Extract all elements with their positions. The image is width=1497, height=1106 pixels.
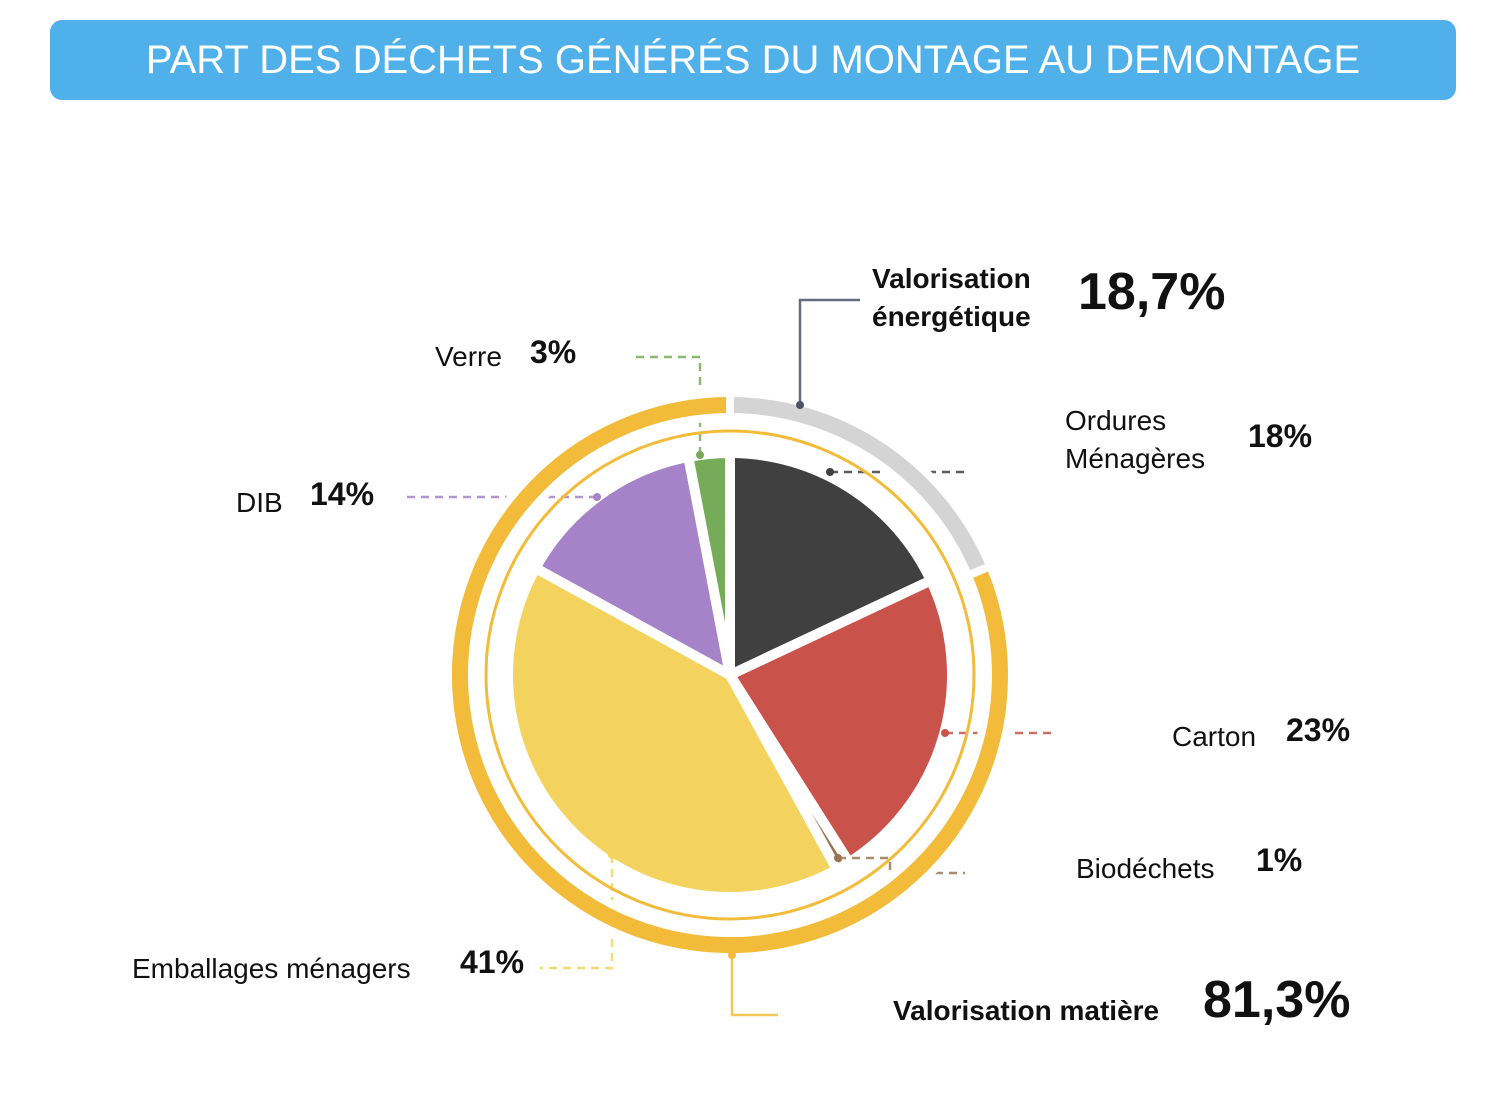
category-label: Biodéchets [1076,853,1215,884]
category-label: Valorisation matière [893,995,1160,1026]
category-label: DIB [236,487,283,518]
leader-dot [728,951,736,959]
category-label: Valorisation énergétique [872,263,1031,332]
leader-line [540,855,614,970]
pie-slice [725,447,938,683]
ring-segment [444,388,1016,961]
leader-dot [834,854,842,862]
leader-dot [608,851,616,859]
category-label: Emballages ménagers [132,953,411,984]
category-label: Ordures Ménagères [1065,405,1206,474]
ring-outline [484,429,976,921]
value-label: 23% [1286,712,1351,748]
leader-line [798,298,860,405]
value-label: 14% [310,476,375,512]
pie-slice [503,561,844,902]
chart-title: PART DES DÉCHETS GÉNÉRÉS DU MONTAGE AU D… [50,20,1456,100]
pie-slice [682,447,735,676]
category-label: Verre [435,341,502,372]
category-label: Carton [1172,721,1257,752]
leader-dot [826,468,834,476]
value-label: 81,3% [1203,971,1351,1029]
leader-dot [696,451,704,459]
value-label: 1% [1256,842,1303,878]
value-label: 41% [460,944,525,980]
leader-dot [796,401,804,409]
value-label: 3% [530,334,577,370]
pie-slice [722,573,957,870]
leader-dot [941,729,949,737]
value-label: 18,7% [1078,263,1226,321]
leader-dot [593,493,601,501]
value-label: 18% [1248,418,1313,454]
leader-line [730,955,778,1017]
